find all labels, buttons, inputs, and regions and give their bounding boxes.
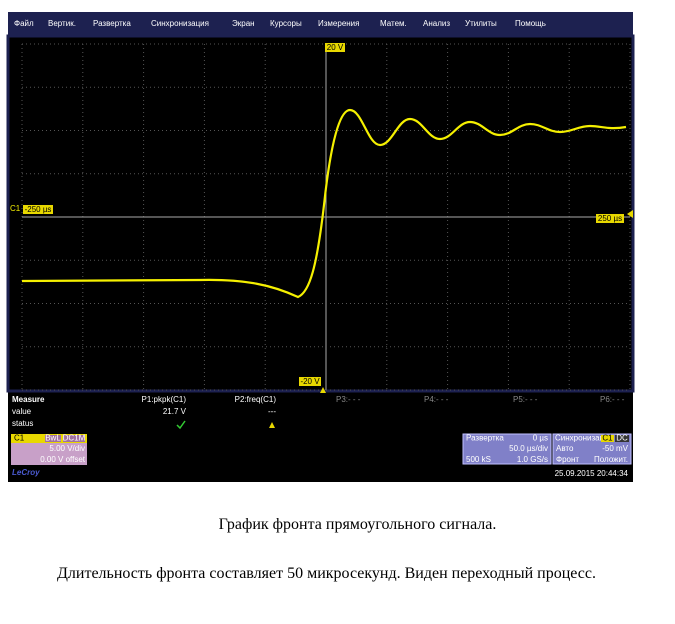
menu-item: Развертка <box>93 19 131 28</box>
menu-item: Курсоры <box>270 19 302 28</box>
trigger-marker <box>320 387 326 393</box>
measure-name: P6:- - - <box>600 395 625 404</box>
measure-row: status <box>12 419 33 428</box>
measure-name: P5:- - - <box>513 395 538 404</box>
time-tag <box>23 205 53 214</box>
badge <box>63 435 85 442</box>
menu-item: Помощь <box>515 19 546 28</box>
timebase-box <box>462 433 552 465</box>
measure-name: P1:pkpk(C1) <box>142 395 187 404</box>
measure-others: P3:- - - P4:- - - P5:- - - P6:- - - <box>336 395 625 404</box>
measure-title: Measure <box>12 395 45 404</box>
brand: LeCroy <box>12 468 40 477</box>
measure-name: P3:- - - <box>336 395 361 404</box>
menu-item: Вертик. <box>48 19 76 28</box>
bwl: BwL <box>45 434 61 443</box>
timebase-points: 500 kS <box>466 455 491 464</box>
menu-item: Анализ <box>423 19 450 28</box>
measure-panel: Measure value status P1:pkpk(C1) 21.7 V … <box>12 395 276 428</box>
channel-scale: 5.00 V/div <box>49 444 85 453</box>
badge <box>615 435 629 442</box>
menu-item: Утилиты <box>465 19 497 28</box>
level-marker <box>627 210 633 218</box>
measure-value: 21.7 V <box>163 407 187 416</box>
badge <box>45 435 61 442</box>
channel-box-body <box>11 443 87 465</box>
trigger-level: -50 mV <box>602 444 628 453</box>
oscilloscope-screenshot: Файл Вертик. Развертка Синхронизация Экран Ку… <box>6 12 635 482</box>
timebase-title: Развертка <box>466 434 504 443</box>
menu-item: Файл <box>14 19 34 28</box>
time-tag <box>596 214 624 223</box>
right-time: 250 µs <box>598 214 622 223</box>
channel-offset: 0.00 V offset <box>40 455 86 464</box>
trigger-source: C1 <box>602 434 613 443</box>
menu-bar <box>8 12 633 36</box>
caption: График фронта прямоугольного сигнала. <box>218 516 497 533</box>
timestamp: 25.09.2015 20:44:34 <box>555 469 629 478</box>
top-level: 20 V <box>327 43 344 52</box>
menu-item: Синхронизация <box>151 19 209 28</box>
timebase-delay: 0 µs <box>533 434 548 443</box>
waveform <box>21 108 627 299</box>
measure-value: --- <box>268 407 276 416</box>
timebase-scale: 50.0 µs/div <box>509 444 548 453</box>
trigger-mode: Авто <box>556 444 574 453</box>
grid-frame <box>6 34 635 393</box>
trigger-slope: Положит. <box>594 455 628 464</box>
channel-marker: C1 <box>10 204 21 213</box>
level-tag <box>325 43 345 52</box>
menu-item: Экран <box>232 19 255 28</box>
badge <box>601 435 614 442</box>
measure-name: P4:- - - <box>424 395 449 404</box>
trigger-type: Фронт <box>556 455 579 464</box>
trigger-title: Синхронизация <box>555 434 613 443</box>
menu-item: Матем. <box>380 19 407 28</box>
trigger-coupling: DC <box>616 434 628 443</box>
menu-item: Измерения <box>318 19 359 28</box>
measure-name: P2:freq(C1) <box>235 395 277 404</box>
coupling: DC1M <box>63 434 86 443</box>
left-time: -250 µs <box>25 205 52 214</box>
level-tag <box>299 377 321 386</box>
channel-name: C1 <box>14 434 25 443</box>
bottom-level: -20 V <box>300 377 320 386</box>
paragraph: Длительность фронта составляет 50 микрос… <box>57 565 596 582</box>
status-ok <box>176 420 186 430</box>
timebase-rate: 1.0 GS/s <box>517 455 548 464</box>
measure-row: value <box>12 407 32 416</box>
menu: Файл Вертик. Развертка Синхронизация Экран Ку… <box>14 19 546 28</box>
status-warn <box>269 422 275 428</box>
